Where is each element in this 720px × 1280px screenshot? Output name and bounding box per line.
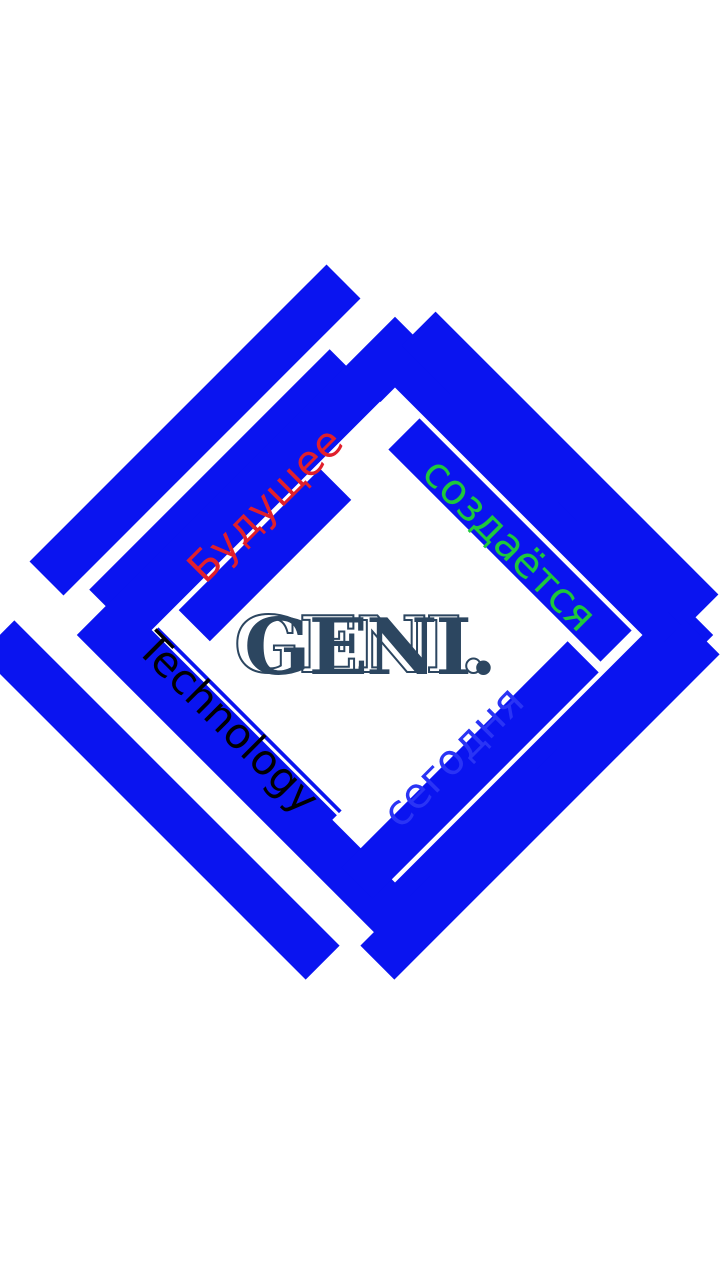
center-wordmark-outline: GENI.	[234, 600, 485, 691]
center-wordmark: GENI. GENI.	[233, 599, 497, 693]
bar-top-left-outer	[29, 264, 361, 596]
bar-bottom-left-outer	[0, 620, 340, 980]
outer-left-bracket	[0, 264, 361, 980]
bar-top-right-inner	[388, 418, 632, 662]
bar-top-left-inner	[89, 349, 361, 621]
center-wordmark-text: GENI.	[244, 602, 495, 693]
bar-center-left-diag	[178, 468, 352, 642]
bar-bottom-right-outer	[360, 620, 720, 980]
bar-top-right-outer	[401, 311, 719, 629]
right-bracket	[178, 311, 720, 980]
bar-bottom-right-inner	[341, 641, 599, 899]
